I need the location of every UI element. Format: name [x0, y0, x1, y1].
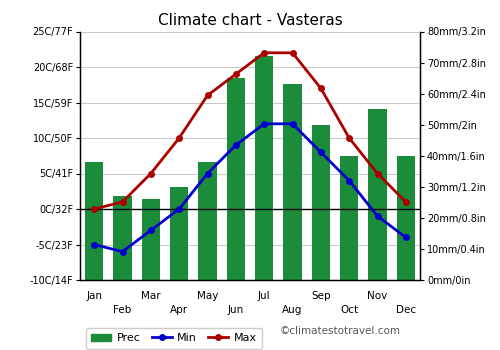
Bar	[255, 56, 274, 280]
Title: Climate chart - Vasteras: Climate chart - Vasteras	[158, 13, 342, 28]
Bar	[340, 156, 358, 280]
Text: Oct: Oct	[340, 305, 358, 315]
Text: May: May	[197, 291, 218, 301]
Text: Aug: Aug	[282, 305, 302, 315]
Bar	[198, 162, 216, 280]
Text: Jul: Jul	[258, 291, 270, 301]
Bar	[114, 196, 132, 280]
Bar	[85, 162, 103, 280]
Text: Feb: Feb	[114, 305, 132, 315]
Text: Mar: Mar	[141, 291, 161, 301]
Bar	[226, 78, 245, 280]
Bar	[170, 187, 188, 280]
Text: Jun: Jun	[228, 305, 244, 315]
Text: Dec: Dec	[396, 305, 416, 315]
Text: Sep: Sep	[311, 291, 330, 301]
Text: Jan: Jan	[86, 291, 102, 301]
Bar	[142, 199, 160, 280]
Bar	[368, 109, 386, 280]
Text: Nov: Nov	[368, 291, 388, 301]
Legend: Prec, Min, Max: Prec, Min, Max	[86, 328, 262, 349]
Text: Apr: Apr	[170, 305, 188, 315]
Bar	[396, 156, 415, 280]
Bar	[312, 125, 330, 280]
Text: ©climatestotravel.com: ©climatestotravel.com	[280, 326, 401, 336]
Bar	[284, 84, 302, 280]
